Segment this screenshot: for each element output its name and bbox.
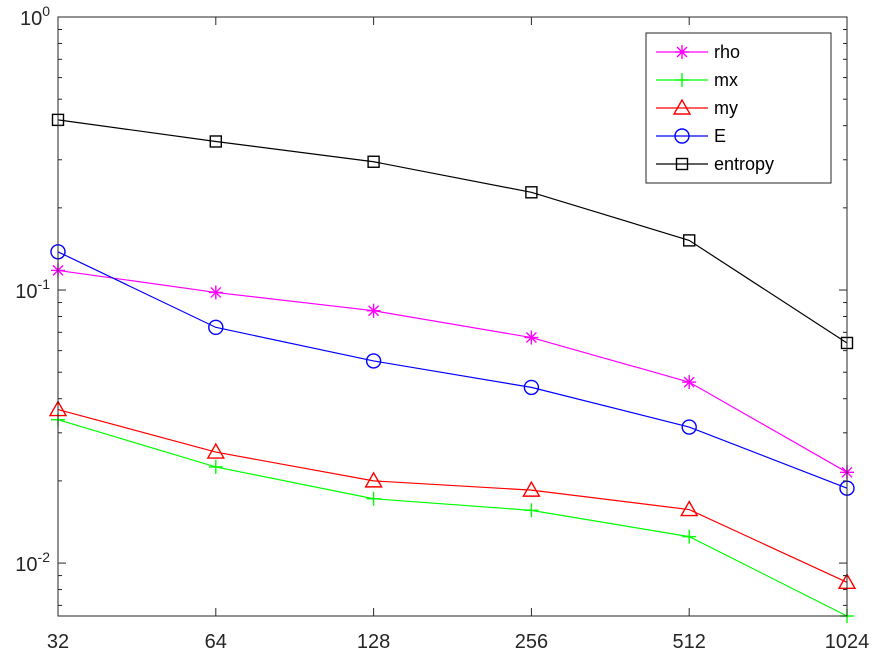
data-point xyxy=(675,45,689,59)
series-layer xyxy=(48,113,857,623)
data-point xyxy=(681,419,697,435)
legend-label: my xyxy=(714,98,738,118)
data-point xyxy=(365,353,382,369)
legend-entry-entropy: entropy xyxy=(656,154,774,174)
y-tick-label: 10-2 xyxy=(15,549,50,576)
series-line xyxy=(57,408,848,583)
data-point xyxy=(209,135,223,148)
legend-entry-rho: rho xyxy=(656,42,740,62)
legend-label: mx xyxy=(714,70,738,90)
series-entropy xyxy=(51,113,854,350)
data-point xyxy=(206,442,226,459)
legend-label: entropy xyxy=(714,154,774,174)
series-line xyxy=(57,419,848,617)
data-point xyxy=(366,303,381,318)
data-point xyxy=(674,128,690,144)
data-point xyxy=(522,480,541,497)
x-tick-label: 128 xyxy=(357,631,390,651)
data-point xyxy=(208,459,223,474)
x-tick-label: 64 xyxy=(205,631,227,651)
legend-label: rho xyxy=(714,42,740,62)
data-point xyxy=(524,330,539,345)
x-tick-label: 1024 xyxy=(825,631,870,651)
x-tick-label: 256 xyxy=(515,631,548,651)
data-point xyxy=(523,379,540,396)
data-point xyxy=(682,375,697,390)
series-line xyxy=(57,119,848,344)
data-point xyxy=(366,491,381,506)
series-line xyxy=(57,269,848,473)
data-point xyxy=(675,73,689,87)
data-point xyxy=(672,98,692,115)
data-point xyxy=(367,155,380,168)
data-point xyxy=(525,186,538,199)
legend-entry-E: E xyxy=(656,126,726,146)
y-tick-label: 10-1 xyxy=(15,276,50,303)
series-E xyxy=(50,244,855,496)
legend-entry-mx: mx xyxy=(656,70,738,90)
series-line xyxy=(57,251,848,489)
data-point xyxy=(208,319,224,336)
data-point xyxy=(364,471,383,488)
data-point xyxy=(208,285,223,300)
x-tick-label: 32 xyxy=(47,631,69,651)
data-point xyxy=(683,234,696,247)
legend-entry-my: my xyxy=(656,98,738,118)
y-tick-label: 100 xyxy=(20,3,50,30)
data-point xyxy=(524,503,539,518)
x-tick-label: 512 xyxy=(673,631,706,651)
data-point xyxy=(682,529,697,544)
data-point xyxy=(679,500,699,517)
data-point xyxy=(675,157,689,171)
axes-layer: 32 64 128 256 512 1024 100 10-1 10-2 xyxy=(15,3,869,651)
legend-label: E xyxy=(714,126,726,146)
